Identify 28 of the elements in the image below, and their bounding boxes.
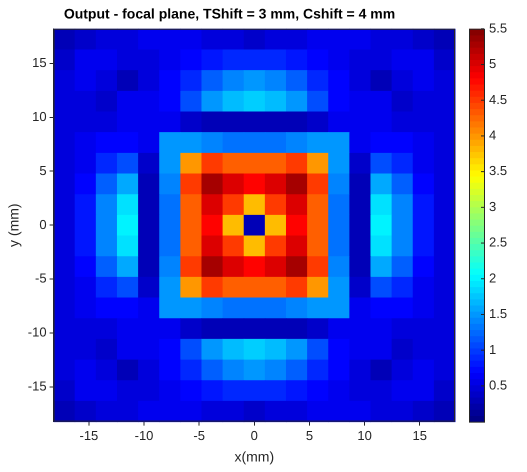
color-bar-label: 1.5	[489, 306, 508, 322]
color-bar-label: 2.5	[489, 234, 508, 250]
color-bar-label: 4	[489, 128, 496, 143]
color-bar-label: 3.5	[489, 163, 508, 178]
x-tick-label: 0	[250, 428, 258, 443]
color-bar-label: 1	[489, 342, 496, 357]
x-tick-label: -15	[79, 428, 98, 443]
color-bar-label: 2	[489, 270, 496, 286]
x-tick-label: -5	[193, 428, 205, 443]
color-bar-label: 3	[489, 198, 496, 214]
y-tick-label: 5	[39, 162, 47, 178]
x-axis-title: x(mm)	[234, 448, 274, 464]
x-tick-label: -10	[134, 428, 154, 443]
x-tick-label: 5	[306, 428, 314, 443]
y-tick-label: -15	[28, 378, 47, 394]
y-tick-label: 10	[32, 108, 47, 124]
y-axis-title: y (mm)	[5, 203, 22, 247]
y-tick-label: 15	[32, 54, 47, 70]
y-tick-label: -5	[35, 270, 47, 286]
x-tick-label: 15	[412, 428, 427, 443]
color-bar-label: 5.5	[489, 20, 508, 36]
chart-title: Output - focal plane, TShift = 3 mm, Cshift = 4 mm	[64, 5, 396, 22]
x-tick-label: 10	[357, 428, 372, 443]
y-tick-label: 0	[39, 216, 47, 232]
color-bar-label: 0.5	[489, 377, 508, 392]
y-tick-label: -10	[28, 324, 47, 340]
color-bar-label: 4.5	[489, 92, 508, 107]
color-bar-label: 5	[489, 56, 496, 72]
